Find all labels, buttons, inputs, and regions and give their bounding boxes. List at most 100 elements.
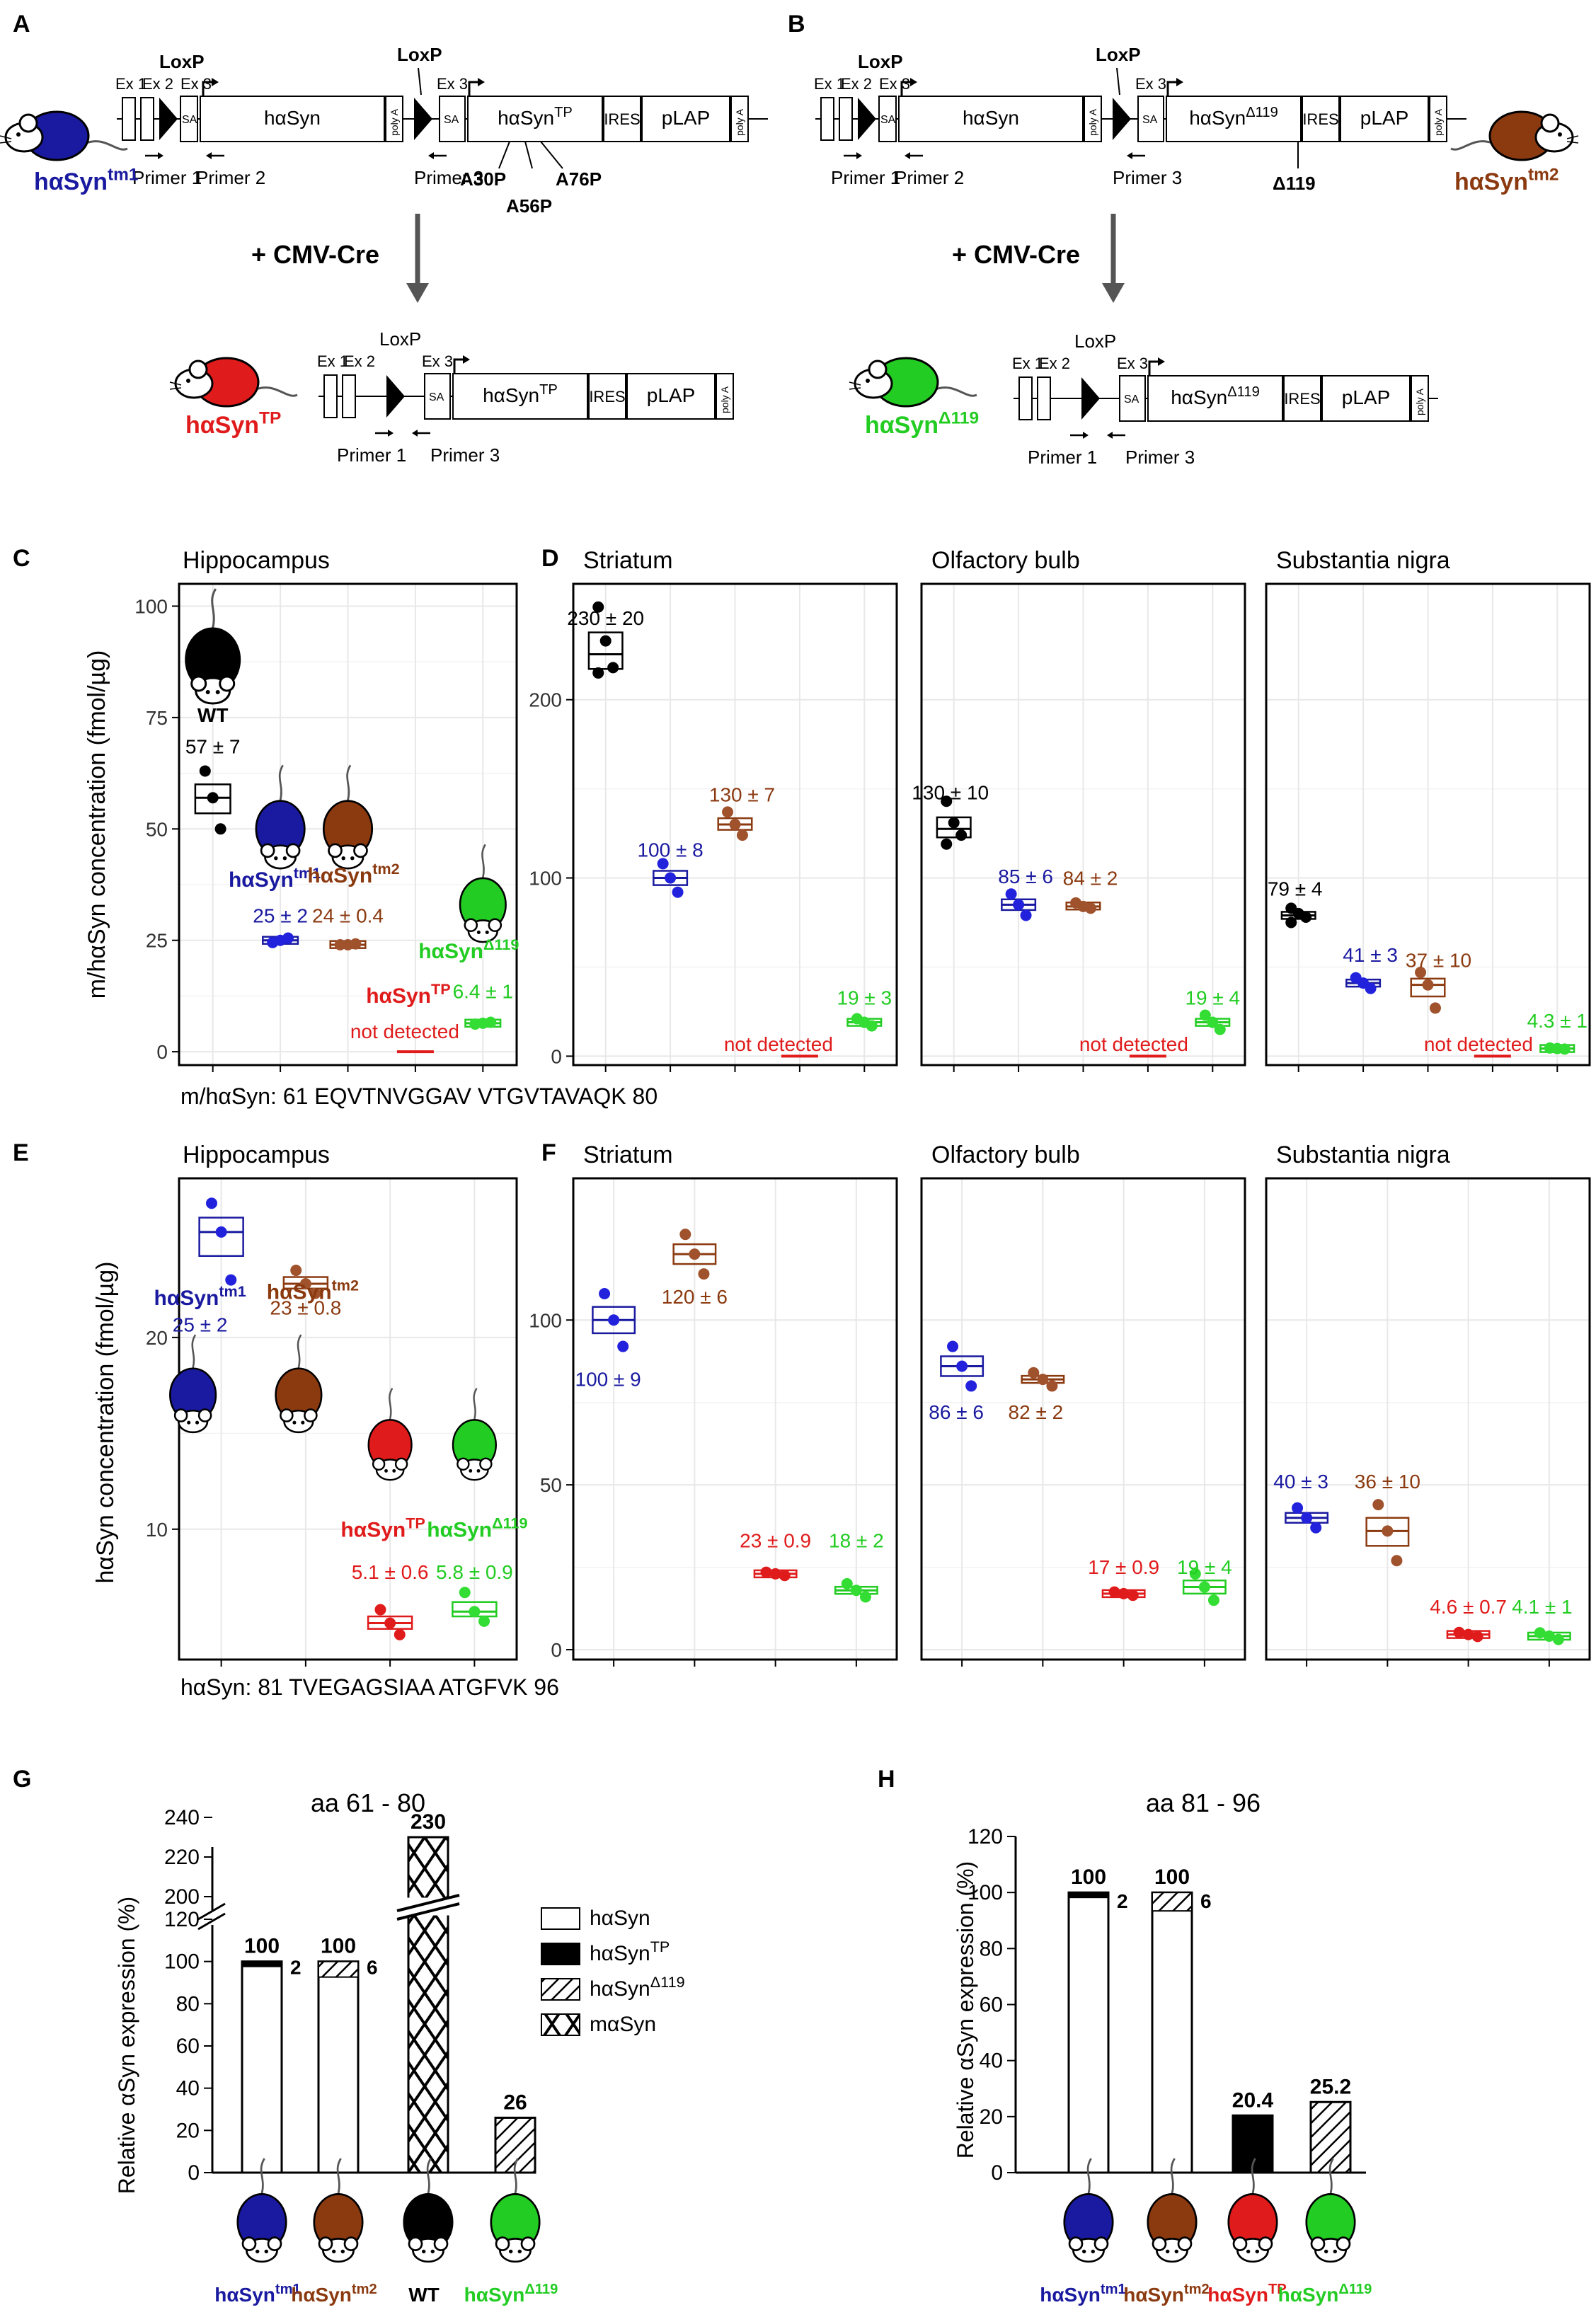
data-point — [384, 1617, 396, 1629]
promoter-arrowhead — [463, 355, 470, 364]
mouse-icon — [0, 110, 128, 161]
bar-cap — [241, 1960, 282, 1967]
panel-letter-D: D — [541, 545, 559, 572]
bar-value-label: 26 — [503, 2091, 527, 2114]
exon-box — [323, 374, 338, 418]
mouse-tail — [346, 764, 352, 801]
value-label: 37 ± 10 — [1406, 949, 1471, 971]
mouse-ear — [433, 2236, 449, 2251]
facet-frame — [1265, 1177, 1591, 1661]
data-point — [1552, 1633, 1564, 1645]
mouse-eye — [1082, 2249, 1086, 2254]
data-point — [866, 1020, 878, 1032]
chart-d-olfactory-bulb: 130 ± 10 85 ± 6 84 ± 2 not detected 19 ± 4 — [912, 582, 1246, 1072]
polya-label: poly A — [1414, 388, 1425, 415]
primer-arrowhead — [905, 152, 910, 159]
axis-break — [197, 1902, 226, 1921]
ex2-label: Ex 2 — [841, 75, 872, 93]
sa-box — [1137, 96, 1164, 142]
ex3-label: Ex 3 — [422, 352, 453, 370]
facet-frame — [920, 1177, 1246, 1661]
mouse-icon — [1305, 2158, 1356, 2263]
value-label: 19 ± 4 — [1177, 1556, 1232, 1578]
mouse-ear — [1093, 2236, 1109, 2251]
loxp-triangle — [1113, 98, 1131, 140]
gene-box-label: hαSynΔ119 — [1189, 105, 1278, 129]
mouse-ear — [464, 918, 478, 933]
data-point — [1301, 1512, 1313, 1524]
mouse-eye — [187, 1420, 191, 1425]
primer1-label: Primer 1 — [831, 167, 900, 188]
label-base: pLAP — [662, 107, 711, 129]
mouse-ear — [372, 1457, 386, 1471]
mouse-name: hαSynΔ119 — [1278, 2282, 1372, 2306]
mouse-icon — [255, 764, 306, 870]
promoter-arrow — [468, 81, 479, 96]
bar-tm1 — [241, 1960, 283, 2174]
facet-title: Olfactory bulb — [931, 547, 1080, 574]
bar-cap-label: 6 — [367, 1957, 378, 1979]
mouse-tail — [256, 386, 298, 397]
loxp-pointer — [418, 67, 422, 96]
gene-box — [200, 96, 385, 142]
box — [194, 783, 231, 815]
mouse-name-tp: hαSynTP — [185, 408, 281, 439]
mouse-eye — [256, 2249, 260, 2254]
mouse-eye — [332, 2249, 336, 2254]
mouse-ear — [479, 1457, 493, 1471]
plap-box-label: pLAP — [1342, 386, 1391, 408]
mouse-whiskers — [0, 135, 12, 144]
label-base: hαSyn — [214, 2284, 275, 2306]
value-label: 18 ± 2 — [829, 1530, 884, 1552]
ex2-label: Ex 2 — [344, 352, 375, 370]
mouse-ear — [343, 2236, 359, 2251]
label-sup: TP — [650, 1938, 670, 1955]
mouse-tail — [336, 2158, 342, 2194]
data-point — [485, 1016, 497, 1028]
mouse-eye — [340, 2249, 345, 2254]
data-point — [948, 817, 960, 829]
data-point — [1292, 1502, 1304, 1514]
bar-value-label: 100 — [1154, 1865, 1190, 1889]
panel-letter-E: E — [13, 1139, 29, 1166]
value-label: 4.3 ± 1 — [1527, 1010, 1588, 1032]
mouse-ear — [328, 843, 343, 858]
data-point — [1422, 979, 1434, 991]
bar-value-label: 25.2 — [1310, 2075, 1351, 2098]
data-point — [779, 1570, 791, 1582]
mouse-eye — [264, 2249, 268, 2254]
ex2-label: Ex 2 — [1039, 355, 1070, 372]
mouse-eye — [485, 930, 489, 934]
plap-box — [626, 373, 716, 420]
chart-f-olfactory-bulb: 86 ± 6 82 ± 2 17 ± 0.9 19 ± 4 — [920, 1177, 1246, 1667]
value-label: 23 ± 0.8 — [270, 1297, 341, 1318]
gene-box-label: hαSynΔ119 — [1171, 384, 1260, 408]
data-point — [1365, 982, 1377, 994]
y-tick-label: 25 — [146, 930, 168, 952]
mouse-ear — [457, 1457, 470, 1471]
bar-value-label: 100 — [244, 1935, 280, 1958]
plap-box — [641, 96, 730, 142]
label-base: hαSyn — [427, 1519, 492, 1542]
value-label: 25 ± 2 — [253, 905, 308, 927]
value-label: 19 ± 4 — [1185, 987, 1240, 1008]
data-point — [859, 1591, 871, 1603]
loxp-label: LoxP — [159, 51, 205, 72]
value-label: 120 ± 6 — [662, 1286, 728, 1308]
panel-letter-B: B — [788, 11, 805, 38]
label-base: IRES — [1284, 390, 1320, 408]
ex1-label: Ex 1 — [317, 352, 348, 370]
ires-box-label: IRES — [604, 110, 640, 128]
label-sup: TP — [406, 1514, 425, 1532]
bar-break — [396, 1902, 460, 1921]
sa-box — [439, 96, 466, 142]
mouse-eye — [16, 132, 21, 137]
construct-b-floxed: Ex 1Ex 2 LoxP SA Ex 3 hαSyn poly A LoxP SA Ex 3 h… — [814, 44, 1579, 303]
data-point — [1127, 1589, 1139, 1602]
data-point — [760, 1566, 772, 1578]
ires-box-label: IRES — [589, 388, 625, 406]
polya-box — [1411, 375, 1429, 422]
mouse-tail — [297, 1334, 302, 1369]
data-point — [1391, 1555, 1403, 1567]
